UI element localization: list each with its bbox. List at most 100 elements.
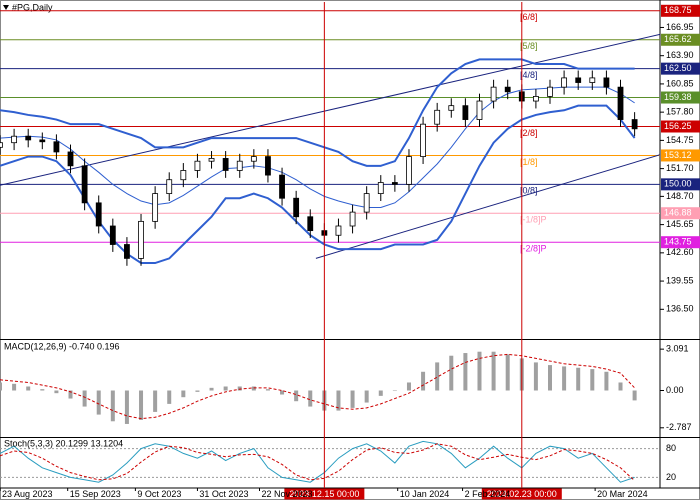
macd-bar xyxy=(548,365,552,391)
candle-body xyxy=(490,86,497,102)
candle-body xyxy=(53,141,60,153)
level-badge xyxy=(661,149,700,162)
y-tick-label: 136.50 xyxy=(666,304,694,314)
marker-label: 2023.12.15 00:00 xyxy=(289,489,359,499)
candle-body xyxy=(377,182,384,195)
macd-bar xyxy=(392,390,397,392)
candle-body xyxy=(39,139,46,143)
macd-bar xyxy=(68,390,73,399)
channel-line xyxy=(315,154,660,259)
macd-bar xyxy=(167,390,172,404)
candle-body xyxy=(448,105,455,111)
macd-bar xyxy=(308,390,313,407)
x-tick-label: 23 Aug 2023 xyxy=(2,489,53,499)
candle-body xyxy=(166,179,173,195)
x-tick-label: 9 Oct 2023 xyxy=(137,489,181,499)
stoch-signal xyxy=(0,443,635,482)
candle-body xyxy=(180,170,187,181)
candle-body xyxy=(561,77,568,88)
macd-bar xyxy=(491,351,496,391)
macd-bar xyxy=(0,382,2,391)
candle-body xyxy=(109,225,116,245)
macd-bar xyxy=(350,390,355,408)
band-line xyxy=(0,86,635,208)
level-badge xyxy=(661,178,700,191)
marker-badge xyxy=(481,488,562,500)
overlay: 168.75 165.62 162.50 159.38 156.25 153.12 150.… xyxy=(284,2,700,500)
stoch-main xyxy=(0,440,635,483)
candle-body xyxy=(504,86,511,93)
macd-bar xyxy=(364,390,369,403)
macd-bar xyxy=(12,383,17,391)
candle-body xyxy=(462,105,469,120)
band-line xyxy=(0,104,636,265)
y-tick-label: 154.75 xyxy=(666,135,694,145)
candle-body xyxy=(124,244,130,259)
candle-body xyxy=(138,220,144,259)
x-tick-label: 15 Sep 2023 xyxy=(70,489,121,499)
macd-bar xyxy=(562,366,567,391)
macd-bar xyxy=(124,390,129,424)
candle-body xyxy=(391,182,398,185)
level-name: [6/8] xyxy=(520,12,538,22)
macd-bar xyxy=(576,367,581,391)
candle-body xyxy=(476,100,483,120)
macd-bar xyxy=(96,390,101,415)
level-name: [-1/8]P xyxy=(520,215,547,225)
macd-bar xyxy=(463,353,468,391)
band-line xyxy=(0,58,635,167)
macd-bar xyxy=(280,390,285,395)
macd-bar xyxy=(40,389,45,391)
candle-body xyxy=(547,86,553,97)
y-tick-label: 145.65 xyxy=(666,219,694,229)
macd-tick-label: -2.787 xyxy=(666,422,692,432)
candle-body xyxy=(335,225,342,236)
marker-badge xyxy=(284,488,365,500)
candle-body xyxy=(222,158,229,171)
macd-bar xyxy=(223,386,228,391)
y-tick-label: 166.95 xyxy=(666,22,694,32)
level-badge xyxy=(661,33,700,46)
macd-bar xyxy=(251,386,256,391)
candle-body xyxy=(208,158,215,162)
macd-bar xyxy=(265,389,270,391)
macd-bar xyxy=(505,354,510,391)
macd-bar xyxy=(181,390,186,398)
chart-title: #PG,Daily xyxy=(12,2,53,12)
macd-bar xyxy=(336,390,341,411)
macd-bar xyxy=(406,382,411,391)
macd-tick-label: 3.091 xyxy=(666,344,689,354)
channel-line xyxy=(0,33,660,186)
level-badge xyxy=(661,207,700,220)
candle-body xyxy=(617,86,624,120)
macd-title: MACD(12,26,9) -0.740 0.196 xyxy=(4,341,120,351)
x-tick-label: 22 Nov 2023 xyxy=(261,489,312,499)
macd-bar xyxy=(449,355,454,391)
macd-bar xyxy=(421,371,426,391)
level-badge-label: 146.88 xyxy=(664,208,692,218)
level-badge-label: 143.75 xyxy=(664,237,692,247)
level-badge xyxy=(661,62,700,75)
level-badge xyxy=(661,91,700,104)
candle-body xyxy=(279,174,285,199)
candle-body xyxy=(293,197,300,218)
candle-body xyxy=(603,77,610,88)
macd-bar xyxy=(209,387,214,391)
candle-body xyxy=(67,151,74,167)
macd-bar xyxy=(604,371,609,391)
symbol-icon xyxy=(3,5,9,10)
y-tick-label: 157.80 xyxy=(666,107,694,117)
y-tick-label: 163.90 xyxy=(666,50,694,60)
level-badge xyxy=(661,236,700,249)
macd-bar xyxy=(195,390,200,392)
y-tick-label: 151.70 xyxy=(666,163,694,173)
macd-bar xyxy=(139,390,144,420)
level-name: [1/8] xyxy=(520,157,538,167)
stoch-tick-label: 20 xyxy=(666,472,676,482)
macd-signal xyxy=(0,353,635,420)
candle-body xyxy=(406,156,412,185)
macd-bar xyxy=(54,390,59,394)
candle-body xyxy=(0,142,3,148)
macd-bar xyxy=(533,362,538,391)
